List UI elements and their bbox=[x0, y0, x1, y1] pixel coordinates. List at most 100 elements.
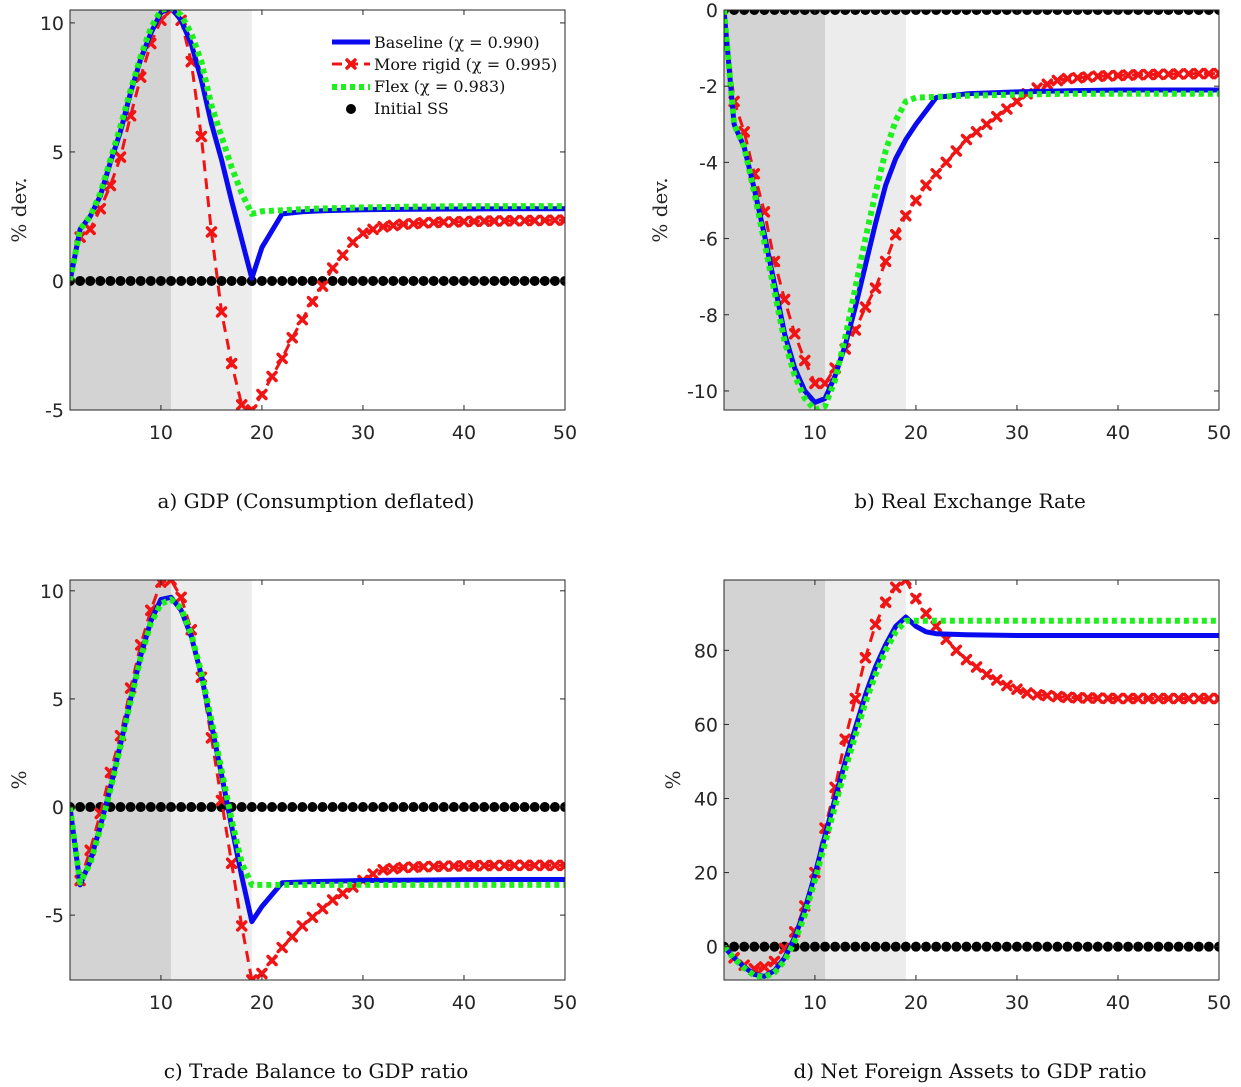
point-initial-ss bbox=[1143, 941, 1154, 952]
point-initial-ss bbox=[75, 802, 86, 813]
point-more-rigid bbox=[839, 733, 851, 746]
point-initial-ss bbox=[1052, 10, 1063, 15]
point-initial-ss bbox=[1102, 10, 1113, 15]
point-initial-ss bbox=[820, 10, 831, 15]
point-initial-ss bbox=[739, 941, 750, 952]
y-tick-label: -10 bbox=[687, 381, 718, 403]
point-more-rigid bbox=[788, 328, 801, 340]
point-initial-ss bbox=[1062, 941, 1073, 952]
point-more-rigid bbox=[849, 324, 862, 336]
point-initial-ss bbox=[489, 802, 500, 813]
point-initial-ss bbox=[267, 275, 278, 286]
point-initial-ss bbox=[135, 802, 146, 813]
series-markers-more-rigid bbox=[74, 10, 565, 410]
point-initial-ss bbox=[1011, 941, 1022, 952]
point-more-rigid bbox=[468, 859, 480, 872]
legend: Baseline (χ = 0.990) More rigid (χ = 0.9… bbox=[322, 26, 560, 124]
point-more-rigid bbox=[960, 133, 973, 146]
point-initial-ss bbox=[499, 275, 510, 286]
point-more-rigid bbox=[970, 661, 983, 673]
caption-b: b) Real Exchange Rate bbox=[854, 489, 1086, 513]
point-more-rigid bbox=[246, 404, 258, 410]
plot-area-c bbox=[70, 580, 565, 980]
axes-box-d bbox=[723, 579, 1220, 981]
point-more-rigid bbox=[980, 668, 993, 681]
point-initial-ss bbox=[981, 941, 992, 952]
point-more-rigid bbox=[900, 580, 912, 586]
point-more-rigid bbox=[1193, 67, 1205, 80]
point-initial-ss bbox=[1072, 941, 1083, 952]
point-initial-ss bbox=[408, 275, 419, 286]
point-initial-ss bbox=[125, 275, 136, 286]
point-more-rigid bbox=[286, 331, 298, 344]
point-initial-ss bbox=[85, 275, 96, 286]
y-tick-label: 0 bbox=[52, 271, 64, 293]
y-tick-label: -4 bbox=[699, 152, 718, 174]
point-more-rigid bbox=[124, 110, 137, 122]
point-initial-ss bbox=[529, 802, 540, 813]
point-initial-ss bbox=[327, 275, 338, 286]
point-more-rigid bbox=[508, 214, 521, 227]
point-initial-ss bbox=[145, 802, 156, 813]
point-initial-ss bbox=[941, 10, 952, 15]
point-more-rigid bbox=[478, 859, 490, 872]
x-tick-label: 50 bbox=[553, 422, 577, 444]
point-initial-ss bbox=[729, 941, 740, 952]
point-initial-ss bbox=[1092, 10, 1103, 15]
point-more-rigid bbox=[1031, 689, 1043, 701]
point-initial-ss bbox=[910, 941, 921, 952]
point-initial-ss bbox=[388, 275, 399, 286]
point-more-rigid bbox=[427, 860, 440, 873]
series-line-flex bbox=[724, 10, 1219, 410]
x-tick-label: 50 bbox=[1207, 422, 1231, 444]
point-more-rigid bbox=[326, 894, 339, 906]
ylabel-b: % dev. bbox=[648, 177, 672, 242]
point-initial-ss bbox=[317, 802, 328, 813]
plot-area-b bbox=[724, 10, 1219, 410]
point-more-rigid bbox=[316, 280, 329, 292]
point-initial-ss bbox=[729, 10, 740, 15]
plot-area-d bbox=[724, 580, 1219, 980]
point-more-rigid bbox=[337, 249, 349, 261]
series-line-flex bbox=[70, 10, 565, 282]
point-initial-ss bbox=[297, 275, 308, 286]
point-initial-ss bbox=[378, 802, 389, 813]
legend-label-more-rigid: More rigid (χ = 0.995) bbox=[374, 55, 557, 74]
y-tick-label: -5 bbox=[45, 400, 64, 422]
x-tick-label: 40 bbox=[452, 422, 476, 444]
point-more-rigid bbox=[950, 644, 963, 657]
axis-ticks-a: 10 20 30 40 50 -5 0 5 10 bbox=[40, 10, 577, 444]
point-initial-ss bbox=[448, 802, 459, 813]
point-more-rigid bbox=[900, 209, 912, 222]
point-initial-ss bbox=[368, 275, 379, 286]
point-initial-ss bbox=[226, 275, 237, 286]
point-initial-ss bbox=[769, 10, 780, 15]
point-initial-ss bbox=[1082, 10, 1093, 15]
point-initial-ss bbox=[458, 802, 469, 813]
point-initial-ss bbox=[1203, 941, 1214, 952]
point-initial-ss bbox=[125, 802, 136, 813]
point-initial-ss bbox=[840, 10, 851, 15]
point-initial-ss bbox=[981, 10, 992, 15]
point-initial-ss bbox=[870, 10, 881, 15]
point-initial-ss bbox=[307, 802, 318, 813]
point-initial-ss bbox=[206, 275, 217, 286]
point-more-rigid bbox=[1203, 692, 1215, 705]
point-more-rigid bbox=[1213, 67, 1219, 80]
point-more-rigid bbox=[869, 282, 882, 294]
point-more-rigid bbox=[498, 859, 511, 872]
point-more-rigid bbox=[528, 859, 541, 872]
point-initial-ss bbox=[246, 802, 257, 813]
point-more-rigid bbox=[326, 262, 339, 274]
point-initial-ss bbox=[921, 10, 932, 15]
x-tick-label: 10 bbox=[803, 422, 827, 444]
point-initial-ss bbox=[337, 275, 348, 286]
point-more-rigid bbox=[799, 354, 811, 367]
point-initial-ss bbox=[1163, 10, 1174, 15]
point-initial-ss bbox=[1022, 941, 1033, 952]
point-more-rigid bbox=[1182, 692, 1195, 705]
point-initial-ss bbox=[256, 275, 267, 286]
point-initial-ss bbox=[85, 802, 96, 813]
point-initial-ss bbox=[418, 275, 429, 286]
point-initial-ss bbox=[145, 275, 156, 286]
